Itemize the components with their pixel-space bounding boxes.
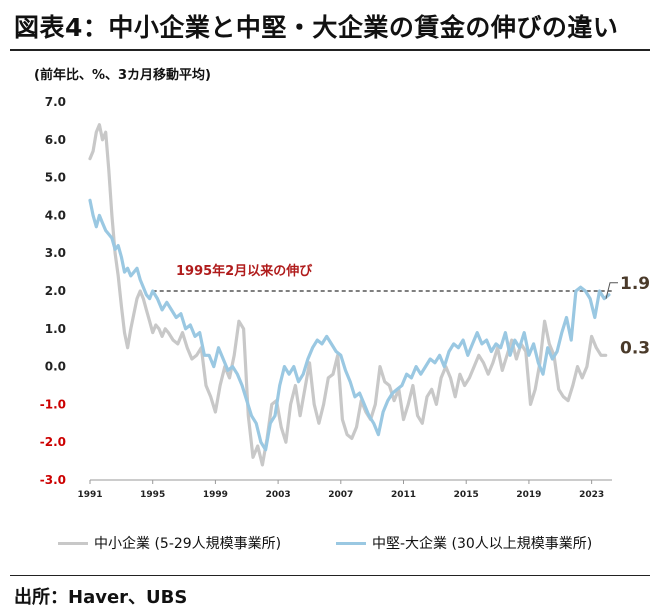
y-tick-label: 7.0 xyxy=(45,95,66,109)
x-tick-label: 2007 xyxy=(328,490,353,500)
y-tick-label: 1.0 xyxy=(45,322,66,336)
end-label-large-firms: 1.9 xyxy=(620,274,650,294)
x-tick-label: 2011 xyxy=(391,490,416,500)
x-tick-label: 1991 xyxy=(77,490,102,500)
x-tick-label: 2015 xyxy=(454,490,479,500)
legend-swatch-large-firms xyxy=(336,541,366,545)
y-tick-label: 6.0 xyxy=(45,133,66,147)
legend-label-large-firms: 中堅-大企業 (30人以上規模事業所) xyxy=(372,536,593,552)
y-tick-label: 5.0 xyxy=(45,171,66,185)
y-tick-label: 0.0 xyxy=(45,360,66,374)
legend-item-large-firms: 中堅-大企業 (30人以上規模事業所) xyxy=(336,533,592,553)
x-tick-label: 1999 xyxy=(203,490,228,500)
chart-title: 図表4：中小企業と中堅・大企業の賃金の伸びの違い xyxy=(14,13,619,42)
unit-label: (前年比、%、3カ月移動平均) xyxy=(34,68,211,83)
end-label-leader xyxy=(605,282,618,299)
y-tick-label: 3.0 xyxy=(45,246,66,260)
y-tick-label: -2.0 xyxy=(40,435,66,449)
x-tick-label: 2003 xyxy=(266,490,291,500)
footer-divider xyxy=(10,575,650,576)
series-line-large-firms xyxy=(88,198,611,452)
y-tick-label: -3.0 xyxy=(40,473,66,487)
legend-item-small-firms: 中小企業 (5-29人規模事業所) xyxy=(58,533,281,553)
x-tick-label: 2023 xyxy=(579,490,604,500)
y-tick-label: -1.0 xyxy=(40,397,66,411)
legend-swatch-small-firms xyxy=(58,541,88,545)
y-tick-label: 4.0 xyxy=(45,208,66,222)
line-chart: 7.0 6.0 5.0 4.0 3.0 2.0 1.0 0.0 -1.0 -2.0 -3.0 1991… xyxy=(40,95,650,500)
title-divider xyxy=(10,49,650,51)
y-tick-label: 2.0 xyxy=(45,284,66,298)
legend-label-small-firms: 中小企業 (5-29人規模事業所) xyxy=(94,536,282,552)
annotation-label: 1995年2月以来の伸び xyxy=(176,263,313,279)
source-note: 出所：Haver、UBS xyxy=(14,587,188,608)
x-tick-label: 2019 xyxy=(516,490,541,500)
x-tick-label: 1995 xyxy=(140,490,165,500)
series-line-small-firms xyxy=(88,123,608,467)
end-label-small-firms: 0.3 xyxy=(620,338,650,358)
